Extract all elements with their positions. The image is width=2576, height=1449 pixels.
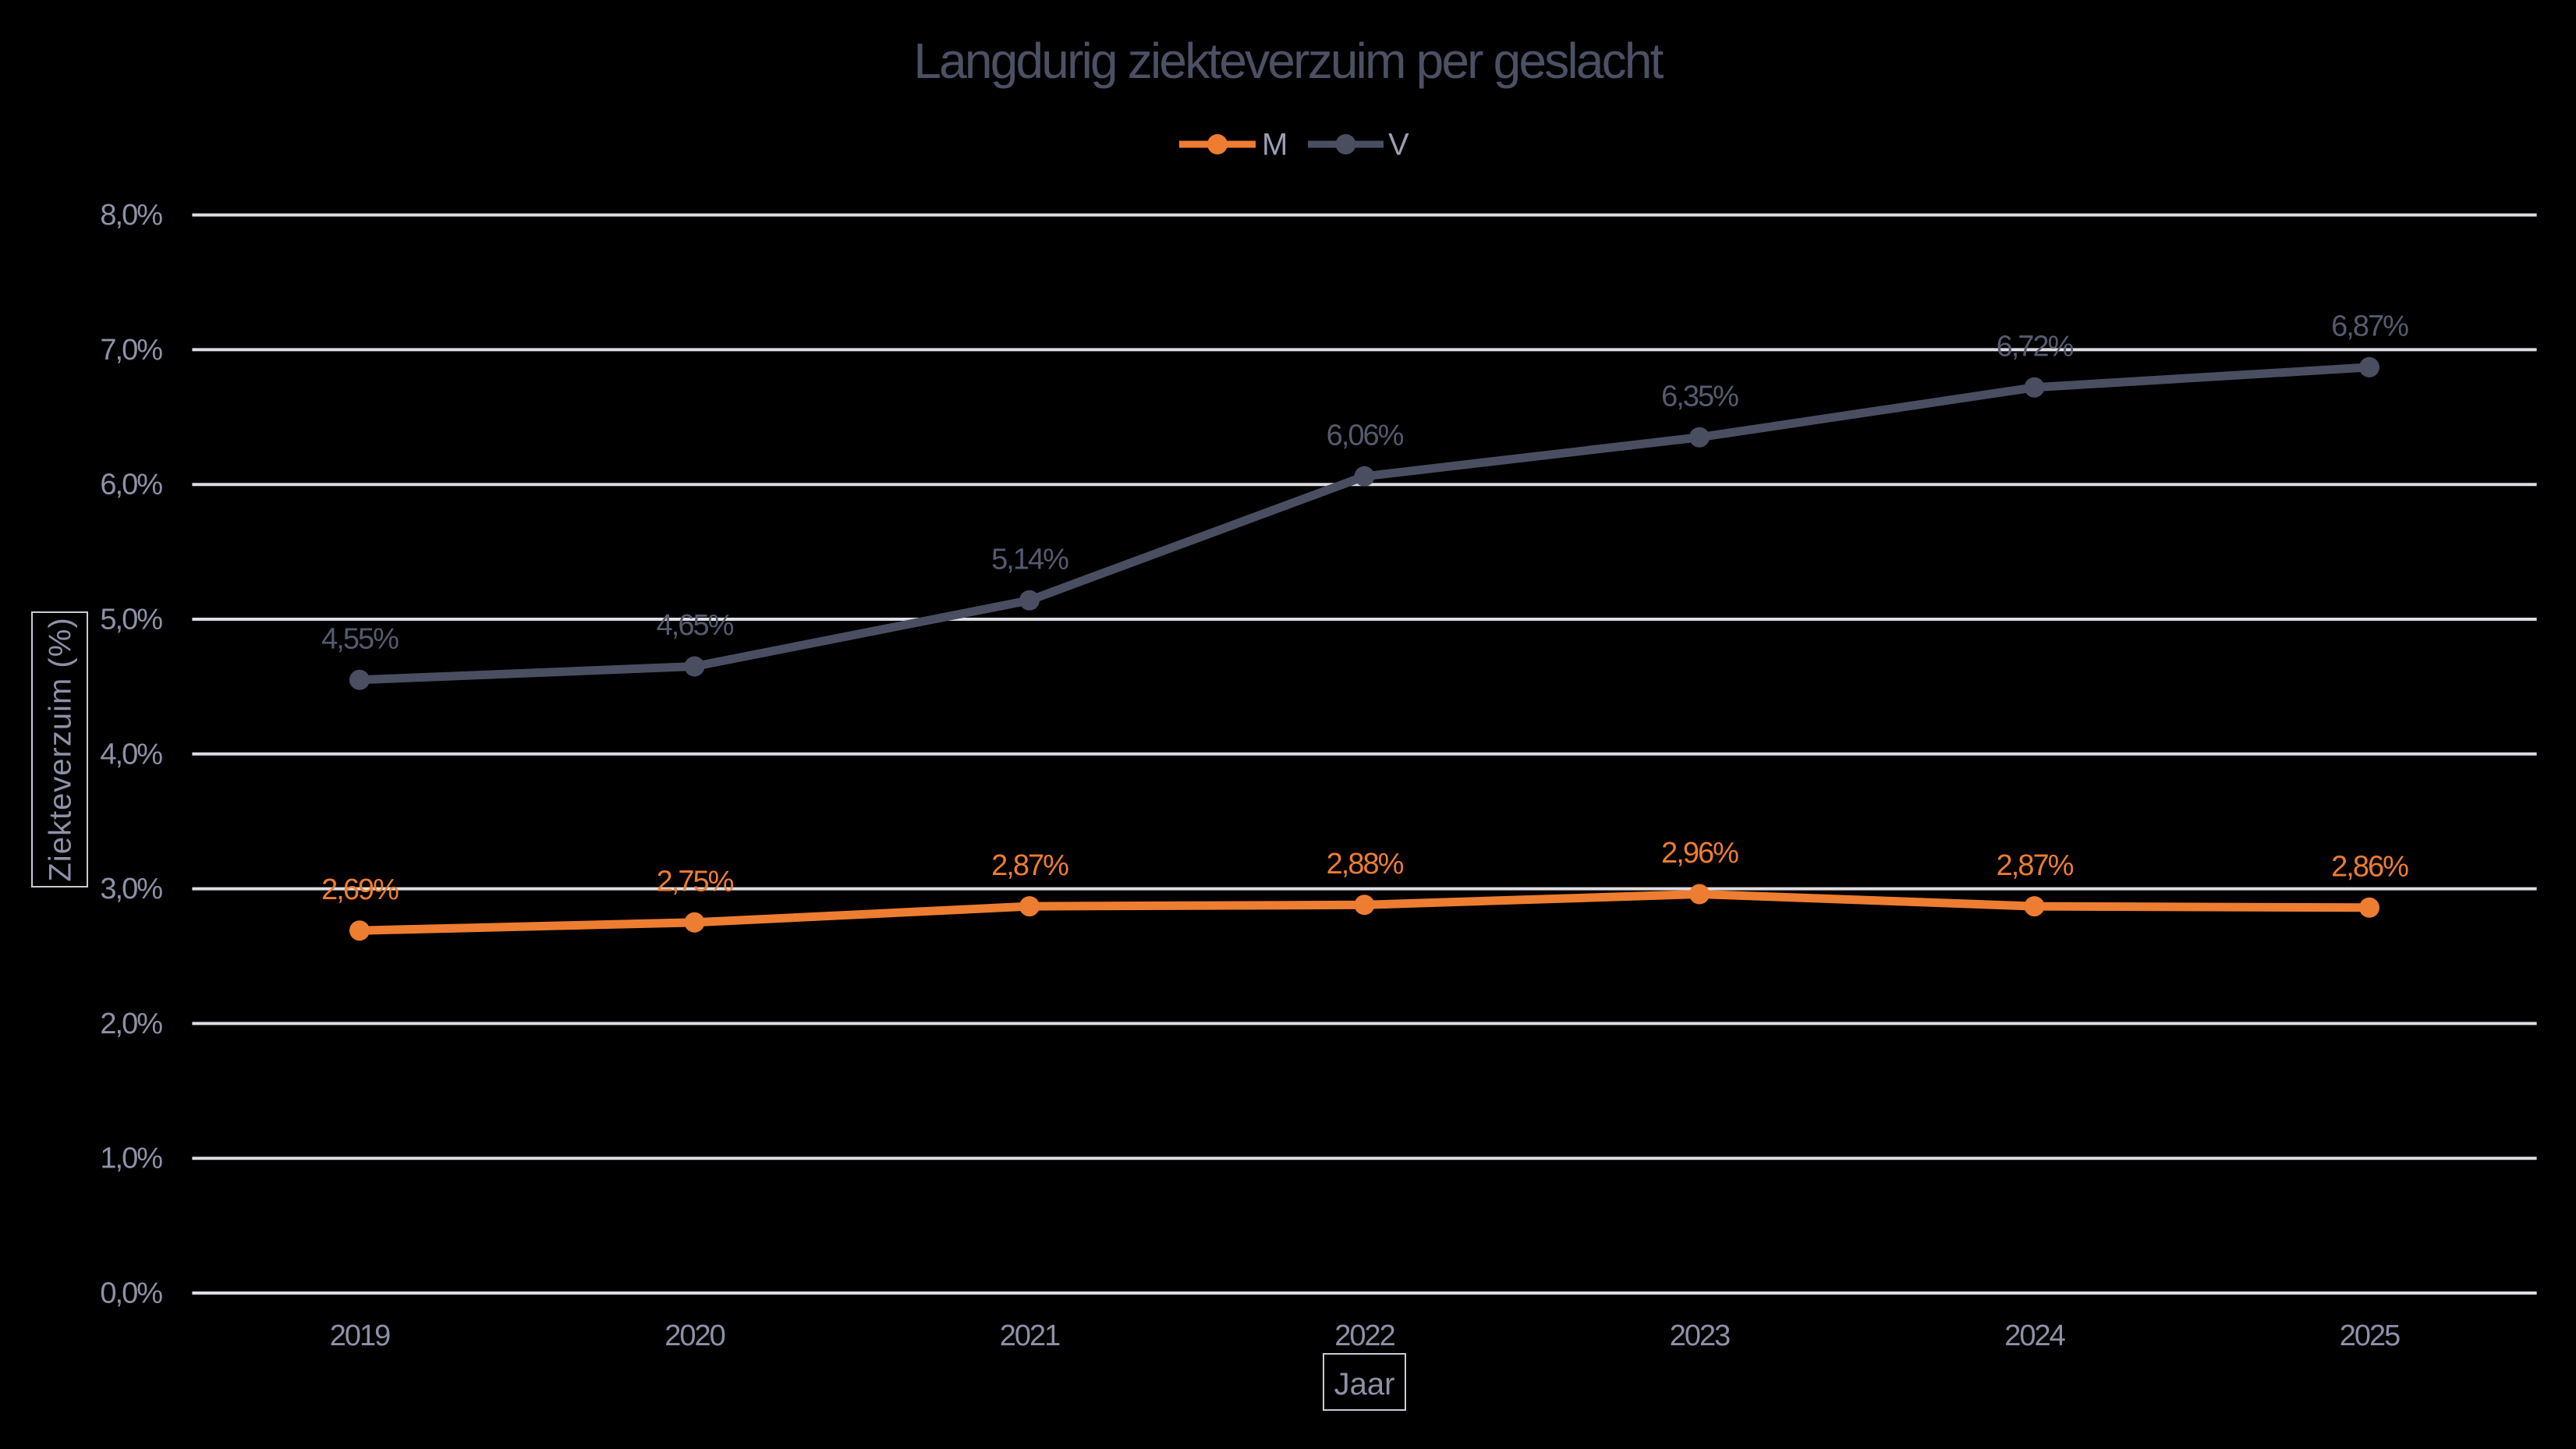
svg-text:1,0%: 1,0% (100, 1143, 162, 1175)
svg-text:4,0%: 4,0% (100, 738, 162, 771)
svg-text:Langdurig ziekteverzuim per ge: Langdurig ziekteverzuim per geslacht (913, 33, 1664, 89)
svg-text:5,14%: 5,14% (991, 544, 1068, 576)
svg-text:0,0%: 0,0% (100, 1277, 162, 1310)
svg-text:2,86%: 2,86% (2331, 851, 2408, 884)
svg-text:2,88%: 2,88% (1327, 848, 1404, 880)
svg-text:2022: 2022 (1334, 1320, 1394, 1352)
svg-text:2021: 2021 (1000, 1320, 1060, 1352)
svg-text:3,0%: 3,0% (100, 873, 162, 905)
svg-text:7,0%: 7,0% (100, 334, 162, 367)
svg-text:2,96%: 2,96% (1661, 837, 1738, 870)
svg-text:2,75%: 2,75% (657, 866, 734, 898)
svg-text:2025: 2025 (2340, 1320, 2400, 1352)
svg-text:8,0%: 8,0% (100, 199, 162, 232)
svg-text:6,72%: 6,72% (1997, 331, 2074, 363)
svg-text:Ziekteverzuim (%): Ziekteverzuim (%) (44, 617, 78, 881)
svg-text:6,87%: 6,87% (2331, 310, 2408, 343)
svg-text:5,0%: 5,0% (100, 604, 162, 636)
svg-text:4,65%: 4,65% (657, 609, 734, 642)
svg-text:2020: 2020 (664, 1320, 725, 1352)
svg-text:6,06%: 6,06% (1327, 420, 1404, 452)
svg-text:2019: 2019 (330, 1320, 390, 1352)
svg-text:V: V (1388, 128, 1409, 162)
svg-text:6,35%: 6,35% (1661, 380, 1738, 413)
svg-text:Jaar: Jaar (1334, 1367, 1395, 1401)
svg-text:2,87%: 2,87% (1997, 849, 2074, 882)
svg-text:2,87%: 2,87% (991, 849, 1068, 882)
svg-text:6,0%: 6,0% (100, 469, 162, 501)
svg-text:M: M (1262, 128, 1288, 162)
svg-text:2024: 2024 (2004, 1320, 2065, 1352)
svg-text:2023: 2023 (1670, 1320, 1730, 1352)
svg-text:2,69%: 2,69% (321, 873, 399, 906)
svg-text:2,0%: 2,0% (100, 1008, 162, 1040)
svg-text:4,55%: 4,55% (321, 623, 399, 656)
